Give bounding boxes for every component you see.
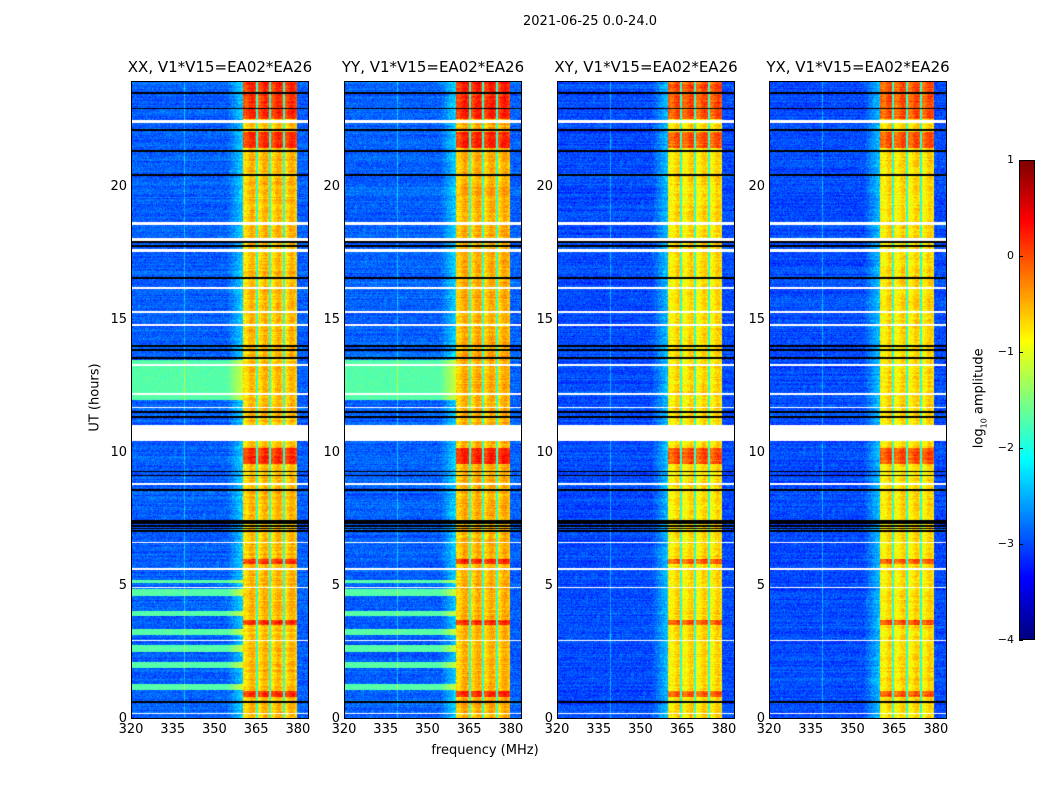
x-tick-label: 380: [923, 722, 949, 737]
colorbar-tick-label: 1: [1007, 153, 1014, 166]
x-tick-label: 320: [756, 722, 782, 737]
colorbar-label-rest: amplitude: [971, 348, 987, 419]
x-tick-label: 380: [498, 722, 524, 737]
x-tick-label: 320: [331, 722, 357, 737]
colorbar: [1019, 160, 1035, 640]
y-tick-label: 5: [118, 578, 127, 594]
y-tick-label: 10: [536, 445, 553, 461]
y-tick-label: 0: [331, 711, 340, 726]
y-tick-label: 5: [544, 578, 553, 594]
heatmap-image: [132, 82, 308, 718]
heatmap-panel-2: [557, 81, 735, 719]
colorbar-tick-label: −1: [997, 345, 1014, 358]
colorbar-tick-label: −2: [997, 441, 1014, 454]
heatmap-image: [770, 82, 946, 718]
panel-title: XY, V1*V15=EA02*EA26: [554, 58, 738, 76]
x-tick-label: 350: [840, 722, 865, 737]
y-tick-label: 5: [756, 578, 765, 594]
y-tick-label: 20: [323, 179, 340, 195]
x-tick-label: 380: [711, 722, 737, 737]
y-tick-label: 0: [118, 711, 127, 726]
colorbar-label: log10 amplitude: [972, 323, 989, 473]
y-tick-label: 15: [536, 312, 553, 328]
y-tick-label: 15: [748, 312, 765, 328]
panel-title: YY, V1*V15=EA02*EA26: [341, 58, 525, 76]
colorbar-tick-label: −3: [997, 537, 1014, 550]
heatmap-image: [558, 82, 734, 718]
x-axis-label: frequency (MHz): [431, 743, 539, 758]
heatmap-image: [345, 82, 521, 718]
y-tick-label: 15: [110, 312, 127, 328]
colorbar-tick-mark: [1019, 160, 1023, 161]
heatmap-panel-0: [131, 81, 309, 719]
x-tick-label: 320: [544, 722, 570, 737]
y-tick-label: 10: [748, 445, 765, 461]
y-tick-label: 15: [323, 312, 340, 328]
y-tick-label: 20: [748, 179, 765, 195]
x-tick-label: 350: [415, 722, 440, 737]
x-tick-label: 320: [118, 722, 144, 737]
x-tick-label: 335: [798, 722, 824, 737]
x-tick-label: 335: [160, 722, 186, 737]
x-tick-label: 365: [669, 722, 695, 737]
colorbar-tick-label: −4: [997, 633, 1014, 646]
y-tick-label: 20: [536, 179, 553, 195]
colorbar-label-sub: 10: [979, 418, 989, 429]
x-tick-label: 380: [285, 722, 311, 737]
heatmap-panel-1: [344, 81, 522, 719]
figure-title: 2021-06-25 0.0-24.0: [523, 14, 657, 29]
colorbar-label-main: log: [971, 428, 987, 449]
y-tick-label: 10: [110, 445, 127, 461]
x-tick-label: 335: [586, 722, 612, 737]
colorbar-tick-mark: [1019, 640, 1023, 641]
colorbar-tick-mark: [1019, 448, 1023, 449]
y-tick-label: 20: [110, 179, 127, 195]
y-tick-label: 5: [331, 578, 340, 594]
y-tick-label: 0: [544, 711, 553, 726]
panel-title: XX, V1*V15=EA02*EA26: [127, 58, 313, 76]
heatmap-panel-3: [769, 81, 947, 719]
colorbar-tick-label: 0: [1007, 249, 1014, 262]
x-tick-label: 365: [881, 722, 907, 737]
y-tick-label: 0: [756, 711, 765, 726]
x-tick-label: 350: [628, 722, 653, 737]
x-tick-label: 365: [243, 722, 269, 737]
panel-title: YX, V1*V15=EA02*EA26: [766, 58, 950, 76]
colorbar-tick-mark: [1019, 352, 1023, 353]
colorbar-tick-mark: [1019, 544, 1023, 545]
colorbar-tick-mark: [1019, 256, 1023, 257]
y-tick-label: 10: [323, 445, 340, 461]
x-tick-label: 350: [202, 722, 227, 737]
x-tick-label: 365: [456, 722, 482, 737]
x-tick-label: 335: [373, 722, 399, 737]
